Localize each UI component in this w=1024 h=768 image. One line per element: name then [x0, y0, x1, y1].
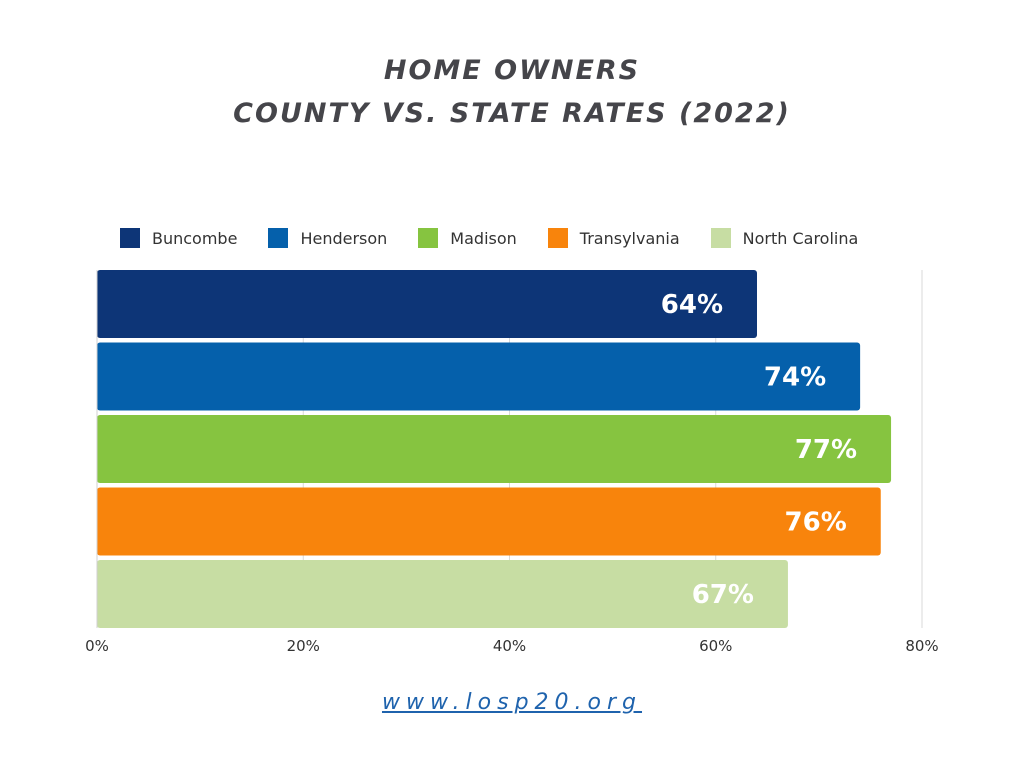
legend-swatch	[418, 228, 439, 248]
x-tick-label: 20%	[287, 637, 320, 655]
bar-madison	[97, 415, 892, 483]
legend-item: Madison	[418, 228, 517, 248]
legend-swatch	[710, 228, 731, 248]
bar-value-label: 77%	[795, 435, 857, 465]
chart-title-line-1: HOME OWNERS	[383, 55, 641, 86]
legend-item: North Carolina	[710, 228, 859, 248]
legend-swatch	[120, 228, 140, 248]
bar-value-label: 76%	[785, 508, 847, 538]
x-tick-label: 0%	[85, 637, 109, 655]
legend-item: Transylvania	[547, 228, 680, 248]
x-tick-label: 60%	[699, 637, 732, 655]
x-tick-label: 80%	[905, 637, 938, 655]
legend-item: Buncombe	[120, 228, 237, 248]
x-tick-label: 40%	[493, 637, 526, 655]
legend-label: Buncombe	[152, 228, 238, 248]
bar-transylvania	[97, 487, 881, 556]
bar-value-label: 64%	[661, 290, 723, 320]
legend-item: Henderson	[268, 228, 387, 248]
legend-swatch	[547, 228, 568, 248]
chart-title-line-2: COUNTY VS. STATE RATES (2022)	[233, 98, 791, 129]
bar-henderson	[97, 342, 861, 411]
chart-legend: Buncombe Henderson Madison Transylvania Nort…	[120, 228, 889, 248]
bar-north-carolina	[97, 560, 788, 628]
legend-label: Henderson	[300, 228, 388, 248]
legend-label: Transylvania	[579, 228, 680, 248]
bar-value-label: 74%	[764, 363, 826, 393]
bar-value-label: 67%	[692, 580, 754, 610]
bar-buncombe	[97, 270, 757, 338]
website-link[interactable]: www.losp20.org	[381, 690, 643, 715]
legend-swatch	[268, 228, 289, 248]
legend-label: North Carolina	[742, 228, 859, 248]
legend-label: Madison	[450, 228, 517, 248]
